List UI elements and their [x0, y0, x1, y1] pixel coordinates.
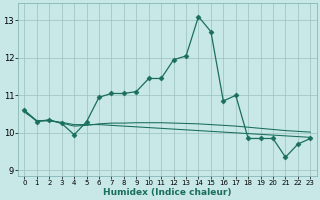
X-axis label: Humidex (Indice chaleur): Humidex (Indice chaleur): [103, 188, 232, 197]
